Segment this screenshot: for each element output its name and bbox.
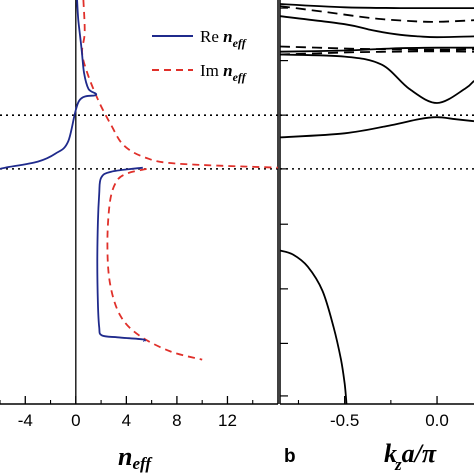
- series-re-neff-lower: [96, 166, 146, 343]
- band-curve-5: [279, 50, 474, 56]
- band-curve-1: [279, 3, 474, 10]
- band-curve-3: [279, 15, 474, 39]
- band-curve-9: [279, 249, 348, 405]
- band-curve-6: [279, 46, 474, 53]
- panel-a-xlabel: neff: [118, 442, 153, 473]
- band-curve-7: [279, 53, 474, 104]
- panel-a-x-tick-label: 8: [172, 411, 181, 430]
- panel-a-x-tick-label: 0: [71, 411, 80, 430]
- band-curve-4: [279, 45, 474, 51]
- band-curve-2: [279, 5, 474, 23]
- series-re-neff-upper: [0, 0, 98, 170]
- legend-re-label: Re neff: [200, 27, 247, 50]
- panel-b: -0.5 0.0: [279, 0, 474, 430]
- panel-b-label: b: [284, 446, 296, 467]
- series-im-neff-lower: [106, 168, 203, 361]
- series-im-neff-upper: [81, 0, 279, 169]
- panel-a-x-tick-label: 12: [218, 411, 237, 430]
- panel-a: -4 0 4 8 12: [0, 0, 279, 430]
- legend: Re neff Im neff: [152, 27, 247, 84]
- legend-im-label: Im neff: [200, 61, 247, 84]
- panel-b-xlabel: kza/π: [384, 439, 437, 474]
- panel-b-x-tick-label: 0.0: [425, 411, 449, 430]
- panel-a-x-tick-label: 4: [122, 411, 131, 430]
- panel-a-x-tick-label: -4: [18, 411, 33, 430]
- panel-b-x-tick-label: -0.5: [330, 411, 359, 430]
- band-curve-8: [279, 116, 474, 139]
